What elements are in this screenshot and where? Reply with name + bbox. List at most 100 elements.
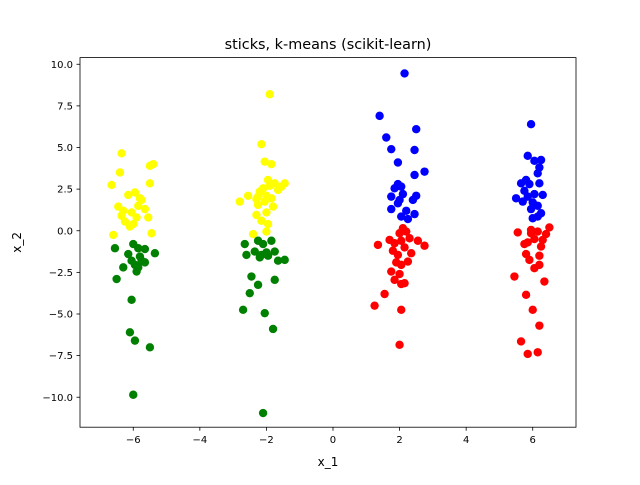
data-point [270, 179, 279, 188]
data-point [400, 278, 409, 288]
y-tick-label: 2.5 [57, 185, 73, 196]
data-point [260, 157, 269, 166]
data-point [248, 229, 258, 239]
data-point [253, 200, 263, 210]
data-point [375, 111, 384, 121]
data-point [536, 155, 546, 165]
data-point [258, 184, 268, 193]
data-point [525, 255, 534, 265]
data-point [523, 192, 532, 201]
data-point [397, 260, 406, 270]
data-point [107, 180, 116, 190]
data-point [513, 228, 522, 237]
data-point [134, 244, 143, 253]
data-point [395, 340, 404, 349]
data-point [134, 201, 143, 210]
data-point [263, 175, 273, 185]
x-axis-label: x_1 [318, 455, 339, 469]
data-point [124, 190, 133, 200]
data-point [147, 229, 156, 238]
data-point [125, 328, 135, 337]
y-tick-label: 10.0 [51, 60, 73, 71]
data-point [403, 257, 413, 266]
data-point [135, 194, 145, 203]
data-point [397, 212, 406, 221]
x-tick-label: 6 [530, 435, 536, 446]
data-point [511, 194, 521, 203]
data-point [395, 195, 404, 205]
chart-title: sticks, k-means (scikit-learn) [225, 37, 432, 53]
data-point [140, 244, 150, 254]
data-point [245, 288, 254, 298]
data-point [523, 349, 532, 359]
data-point [535, 251, 544, 260]
data-point [413, 236, 423, 245]
data-point [510, 272, 519, 281]
data-point [238, 305, 248, 315]
data-point [408, 195, 418, 205]
data-point [235, 197, 244, 206]
data-point [535, 260, 544, 270]
data-point [533, 348, 542, 357]
data-point [262, 227, 271, 236]
data-point [530, 189, 539, 199]
plot-frame [79, 57, 577, 428]
data-point [257, 139, 266, 149]
data-point [130, 188, 140, 197]
y-axis-label: x_2 [10, 232, 24, 253]
data-point [387, 144, 396, 154]
data-point [267, 194, 276, 203]
data-point [260, 308, 269, 318]
data-point [132, 213, 141, 222]
data-point [395, 269, 404, 279]
data-point [410, 209, 419, 219]
data-point [240, 239, 249, 249]
data-point [530, 234, 539, 244]
y-tick-label: 0.0 [57, 226, 73, 237]
data-point [540, 277, 549, 286]
data-point [267, 236, 276, 245]
data-point [262, 208, 271, 217]
data-point [257, 250, 266, 260]
data-point [252, 210, 261, 220]
data-point [397, 236, 406, 245]
data-point [117, 149, 126, 158]
data-point [150, 249, 160, 258]
x-tick-label: −6 [126, 435, 141, 446]
data-point [140, 204, 150, 214]
data-point [403, 214, 413, 224]
data-point [270, 275, 279, 285]
data-point [400, 69, 409, 78]
data-point [260, 197, 269, 206]
data-point [145, 343, 155, 352]
data-point [410, 145, 419, 155]
data-point [528, 198, 537, 207]
data-point [268, 324, 278, 334]
data-point [380, 289, 389, 299]
data-point [530, 156, 539, 166]
data-point [267, 159, 276, 169]
data-point [420, 167, 429, 176]
data-point [109, 230, 118, 240]
data-point [265, 90, 274, 99]
x-tick-label: −4 [192, 435, 207, 446]
data-point [130, 336, 140, 345]
data-point [545, 223, 554, 232]
x-tick-label: 4 [463, 435, 469, 446]
x-tick-label: 0 [330, 435, 336, 446]
data-point [535, 321, 544, 330]
x-axis-ticks: −6 −4 −2 0 2 4 6 [126, 427, 536, 446]
data-point [387, 267, 396, 276]
data-point [526, 204, 536, 214]
data-point [526, 119, 536, 129]
y-axis-ticks: −10.0 −7.5 −5.0 −2.5 0.0 2.5 5.0 7.5 10.0 [42, 60, 80, 404]
data-point [397, 305, 406, 315]
y-tick-label: −10.0 [42, 393, 73, 404]
y-tick-label: 5.0 [57, 143, 73, 154]
data-point [127, 295, 136, 305]
data-point [270, 247, 279, 256]
data-point [129, 219, 138, 229]
data-point [242, 250, 251, 260]
data-point [112, 274, 121, 284]
